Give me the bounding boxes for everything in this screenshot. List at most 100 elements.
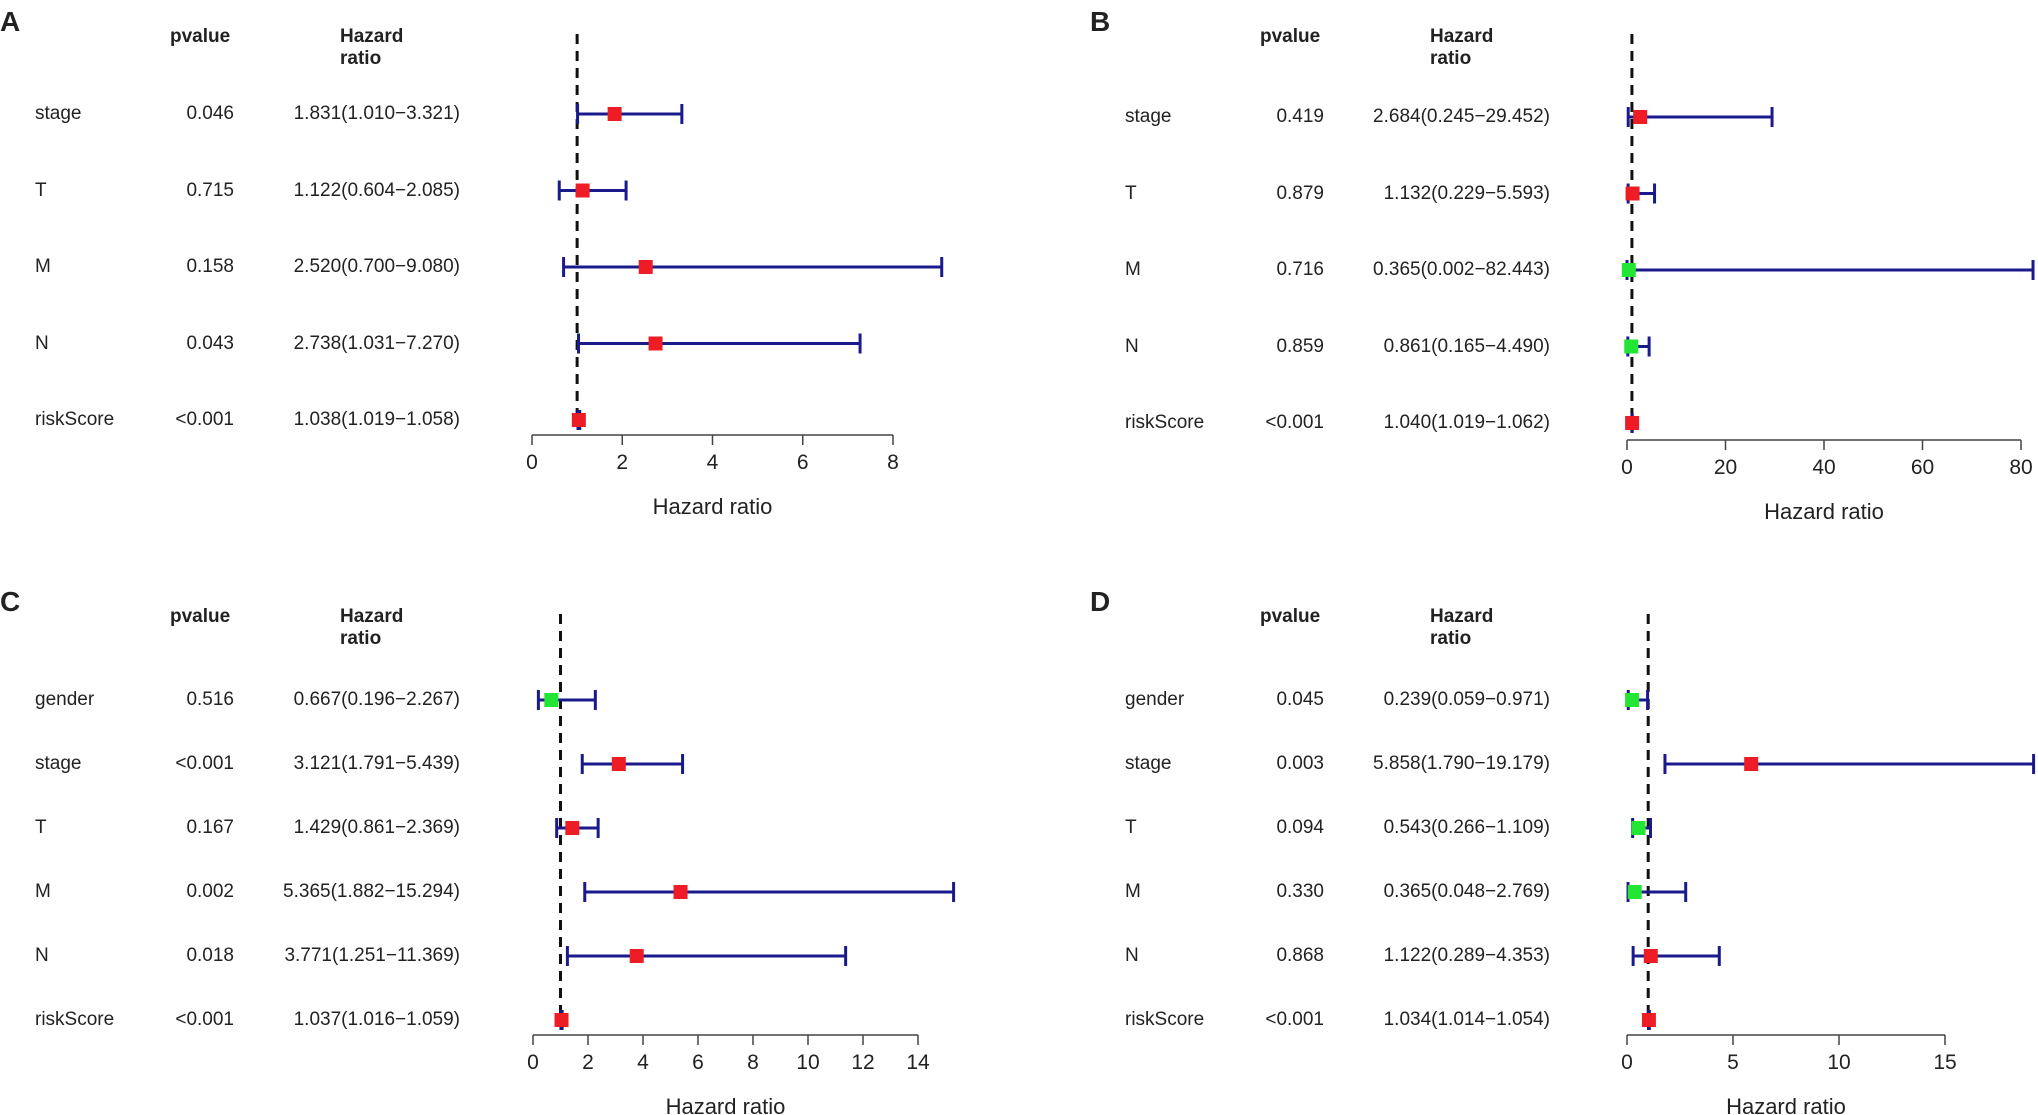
pvalue-cell: 0.879 <box>1276 182 1324 204</box>
pvalue-cell: <0.001 <box>1265 1009 1324 1030</box>
pvalue-cell: 0.002 <box>186 881 234 902</box>
hazard-ratio-cell: 0.239(0.059−0.971) <box>1383 689 1550 710</box>
variable-label: N <box>35 332 49 354</box>
hazard-ratio-cell: 0.543(0.266−1.109) <box>1383 817 1550 838</box>
forest-plot-svg: 0 5 10 15 Hazard ratio <box>1621 614 2036 1115</box>
x-tick-label: 10 <box>1827 1051 1850 1074</box>
variable-label: riskScore <box>35 1009 115 1030</box>
hazard-ratio-marker <box>1625 416 1640 430</box>
hazard-ratio-cell: 3.121(1.791−5.439) <box>293 753 460 774</box>
pvalue-cell: 0.516 <box>186 689 234 710</box>
pvalue-cell: <0.001 <box>175 1009 234 1030</box>
variable-label: M <box>1125 881 1141 902</box>
hazard-ratio-marker <box>565 821 580 835</box>
hazard-ratio-cell: 1.132(0.229−5.593) <box>1383 182 1550 204</box>
hazard-ratio-cell: 1.037(1.016−1.059) <box>293 1009 460 1030</box>
x-tick-label: 4 <box>707 451 719 474</box>
pvalue-cell: 0.046 <box>186 103 234 124</box>
hazard-ratio-marker <box>1621 263 1636 277</box>
x-tick-label: 2 <box>616 451 628 474</box>
x-tick-label: 0 <box>1621 1051 1633 1074</box>
hazard-ratio-marker <box>638 260 653 274</box>
pvalue-header: pvalue <box>170 606 231 627</box>
variable-label: N <box>35 945 49 966</box>
x-tick-label: 60 <box>1911 456 1934 479</box>
pvalue-cell: 0.045 <box>1276 689 1324 710</box>
hazard-ratio-marker <box>673 885 688 899</box>
x-tick-label: 0 <box>527 1051 539 1074</box>
hazard-ratio-cell: 2.520(0.700−9.080) <box>293 256 460 277</box>
hazard-ratio-marker <box>1643 949 1658 963</box>
hazard-ratio-cell: 1.038(1.019−1.058) <box>293 409 460 430</box>
hazard-ratio-cell: 3.771(1.251−11.369) <box>284 945 460 966</box>
panel-letter: B <box>1090 6 1111 37</box>
x-tick-label: 40 <box>1812 456 1835 479</box>
variable-label: gender <box>35 689 95 710</box>
hazard-ratio-cell: 5.365(1.882−15.294) <box>283 881 460 902</box>
variable-label: stage <box>1125 106 1172 127</box>
hazard-ratio-cell: 1.122(0.604−2.085) <box>293 179 460 201</box>
x-tick-label: 6 <box>797 451 809 474</box>
pvalue-cell: 0.716 <box>1276 259 1324 280</box>
x-tick-label: 12 <box>851 1051 874 1074</box>
hazard-ratio-marker <box>629 949 644 963</box>
pvalue-cell: <0.001 <box>175 753 234 774</box>
hazard-ratio-marker <box>648 336 663 351</box>
pvalue-cell: 0.018 <box>186 945 234 966</box>
hazard-ratio-cell: 1.831(1.010−3.321) <box>293 103 460 124</box>
hazard-ratio-header: Hazard ratio <box>340 606 404 649</box>
pvalue-cell: 0.158 <box>186 256 234 277</box>
hazard-ratio-marker <box>1627 885 1642 899</box>
x-tick-label: 2 <box>582 1051 594 1074</box>
variable-label: stage <box>35 753 82 774</box>
x-tick-label: 0 <box>1621 456 1633 479</box>
hazard-ratio-marker <box>1625 693 1640 707</box>
hazard-ratio-marker <box>544 693 559 707</box>
x-tick-label: 0 <box>526 451 538 474</box>
pvalue-header: pvalue <box>1260 606 1321 627</box>
pvalue-cell: 0.859 <box>1276 335 1324 357</box>
forest-plot-svg: 0 2 4 6 8 10 12 14 Hazard ratio <box>527 614 956 1115</box>
variable-label: stage <box>1125 753 1172 774</box>
hazard-ratio-cell: 0.365(0.048−2.769) <box>1383 881 1550 902</box>
pvalue-cell: 0.043 <box>186 332 234 354</box>
panel-letter: D <box>1090 586 1111 617</box>
panel-letter: C <box>0 586 21 617</box>
variable-label: gender <box>1125 689 1185 710</box>
hazard-ratio-marker <box>1633 110 1648 124</box>
hazard-ratio-cell: 1.034(1.014−1.054) <box>1383 1009 1550 1030</box>
hazard-ratio-cell: 0.667(0.196−2.267) <box>293 689 460 710</box>
x-tick-label: 20 <box>1714 456 1737 479</box>
variable-label: riskScore <box>1125 1009 1205 1030</box>
pvalue-cell: 0.715 <box>186 179 234 201</box>
hazard-ratio-cell: 5.858(1.790−19.179) <box>1373 753 1550 774</box>
variable-label: N <box>1125 335 1139 357</box>
hazard-ratio-marker <box>607 107 622 121</box>
variable-label: T <box>35 179 47 201</box>
hazard-ratio-cell: 1.429(0.861−2.369) <box>293 817 460 838</box>
x-tick-label: 8 <box>887 451 899 474</box>
forest-plot-svg: 0 2 4 6 8 Hazard ratio <box>526 34 944 519</box>
pvalue-cell: 0.167 <box>186 817 234 838</box>
hazard-ratio-marker <box>1625 186 1640 201</box>
x-tick-label: 14 <box>906 1051 930 1074</box>
hazard-ratio-marker <box>1744 757 1759 771</box>
x-axis-label: Hazard ratio <box>666 1094 786 1115</box>
pvalue-cell: 0.094 <box>1276 817 1324 838</box>
variable-label: T <box>1125 817 1137 838</box>
x-tick-label: 4 <box>637 1051 649 1074</box>
x-axis-label: Hazard ratio <box>1726 1094 1846 1115</box>
hazard-ratio-cell: 2.684(0.245−29.452) <box>1373 106 1550 127</box>
x-tick-label: 10 <box>796 1051 819 1074</box>
hazard-ratio-marker <box>554 1013 569 1027</box>
pvalue-cell: <0.001 <box>1265 412 1324 433</box>
hazard-ratio-marker <box>611 757 626 771</box>
hazard-ratio-marker <box>575 183 590 198</box>
hazard-ratio-marker <box>571 413 586 427</box>
x-tick-label: 5 <box>1727 1051 1739 1074</box>
pvalue-cell: 0.868 <box>1276 945 1324 966</box>
variable-label: N <box>1125 945 1139 966</box>
x-tick-label: 6 <box>692 1051 704 1074</box>
x-tick-label: 8 <box>747 1051 759 1074</box>
variable-label: M <box>1125 259 1141 280</box>
